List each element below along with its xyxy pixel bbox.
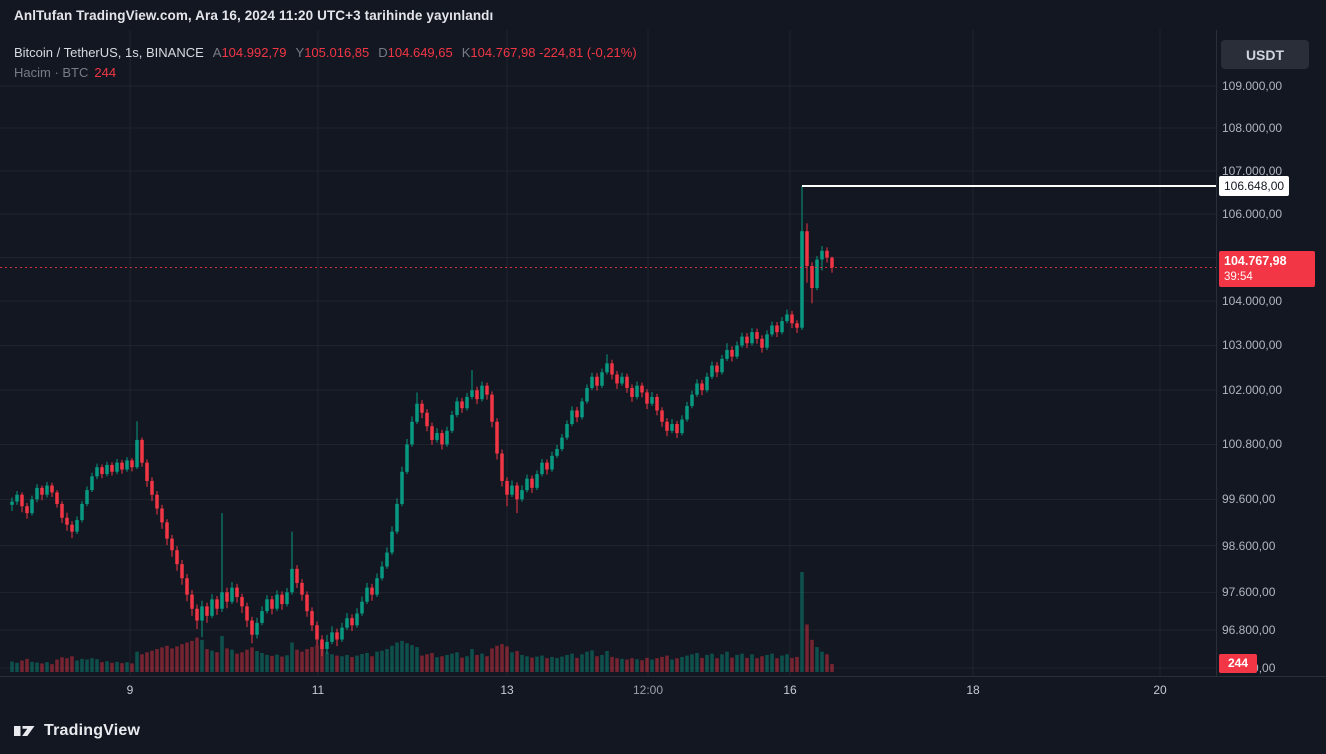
time-tick-label[interactable]: 11 — [311, 683, 325, 697]
price-tick-label[interactable]: 102.000,00 — [1222, 383, 1283, 398]
volume-label: Hacim · BTC — [14, 65, 89, 80]
open-value: 104.992,79 — [221, 45, 287, 60]
high-key: Y — [295, 45, 305, 60]
current-price-value: 104.767,98 — [1224, 254, 1287, 269]
bar-countdown: 39:54 — [1224, 271, 1253, 284]
time-tick-label[interactable]: 16 — [783, 683, 797, 697]
price-line-label[interactable]: 106.648,00 — [1219, 175, 1290, 196]
price-tick-label[interactable]: 96.800,00 — [1222, 623, 1276, 637]
volume-axis-badge: 244 — [1219, 654, 1258, 673]
symbol-row: Bitcoin / TetherUS, 1s, BINANCE A104.992,… — [14, 43, 637, 63]
change-value: -224,81 (-0,21%) — [539, 45, 637, 60]
current-price-badge[interactable]: 104.767,98 39:54 — [1219, 251, 1315, 288]
time-tick-label[interactable]: 20 — [1153, 683, 1167, 697]
price-tick-label[interactable]: 109.000,00 — [1222, 79, 1283, 93]
price-tick-label[interactable]: 106.000,00 — [1222, 206, 1283, 221]
time-tick-label[interactable]: 18 — [966, 683, 980, 697]
tradingview-wordmark[interactable]: TradingView — [44, 721, 141, 739]
currency-toggle-button[interactable]: USDT — [1221, 40, 1309, 69]
tradingview-logo-icon[interactable] — [13, 719, 36, 742]
time-tick-label[interactable]: 9 — [126, 683, 134, 697]
high-value: 105.016,85 — [304, 45, 370, 60]
publish-banner-text: AnlTufan TradingView.com, Ara 16, 2024 1… — [14, 8, 494, 23]
price-tick-label[interactable]: 108.000,00 — [1222, 121, 1283, 136]
price-tick-label[interactable]: 100.800,00 — [1222, 437, 1283, 452]
volume-value: 244 — [94, 65, 117, 80]
open-key: A — [212, 45, 222, 60]
time-tick-label[interactable]: 13 — [500, 683, 514, 697]
footer: TradingView — [13, 719, 140, 742]
time-tick-label[interactable]: 12:00 — [632, 683, 664, 697]
price-tick-label[interactable]: 107.000,00 — [1222, 163, 1283, 178]
low-value: 104.649,65 — [387, 45, 453, 60]
close-value: 104.767,98 — [470, 45, 536, 60]
price-tick-label[interactable]: 104.000,00 — [1222, 294, 1283, 309]
close-key: K — [461, 45, 471, 60]
chart-legend: Bitcoin / TetherUS, 1s, BINANCE A104.992,… — [14, 43, 637, 83]
low-key: D — [378, 45, 388, 60]
symbol-title[interactable]: Bitcoin / TetherUS, 1s, BINANCE — [14, 45, 204, 60]
price-tick-label[interactable]: 98.600,00 — [1222, 538, 1276, 553]
price-tick-label[interactable]: 97.600,00 — [1222, 585, 1276, 600]
price-tick-label[interactable]: 103.000,00 — [1222, 338, 1283, 353]
price-tick-label[interactable]: 99.600,00 — [1222, 492, 1276, 507]
volume-row: Hacim · BTC 244 — [14, 63, 637, 83]
